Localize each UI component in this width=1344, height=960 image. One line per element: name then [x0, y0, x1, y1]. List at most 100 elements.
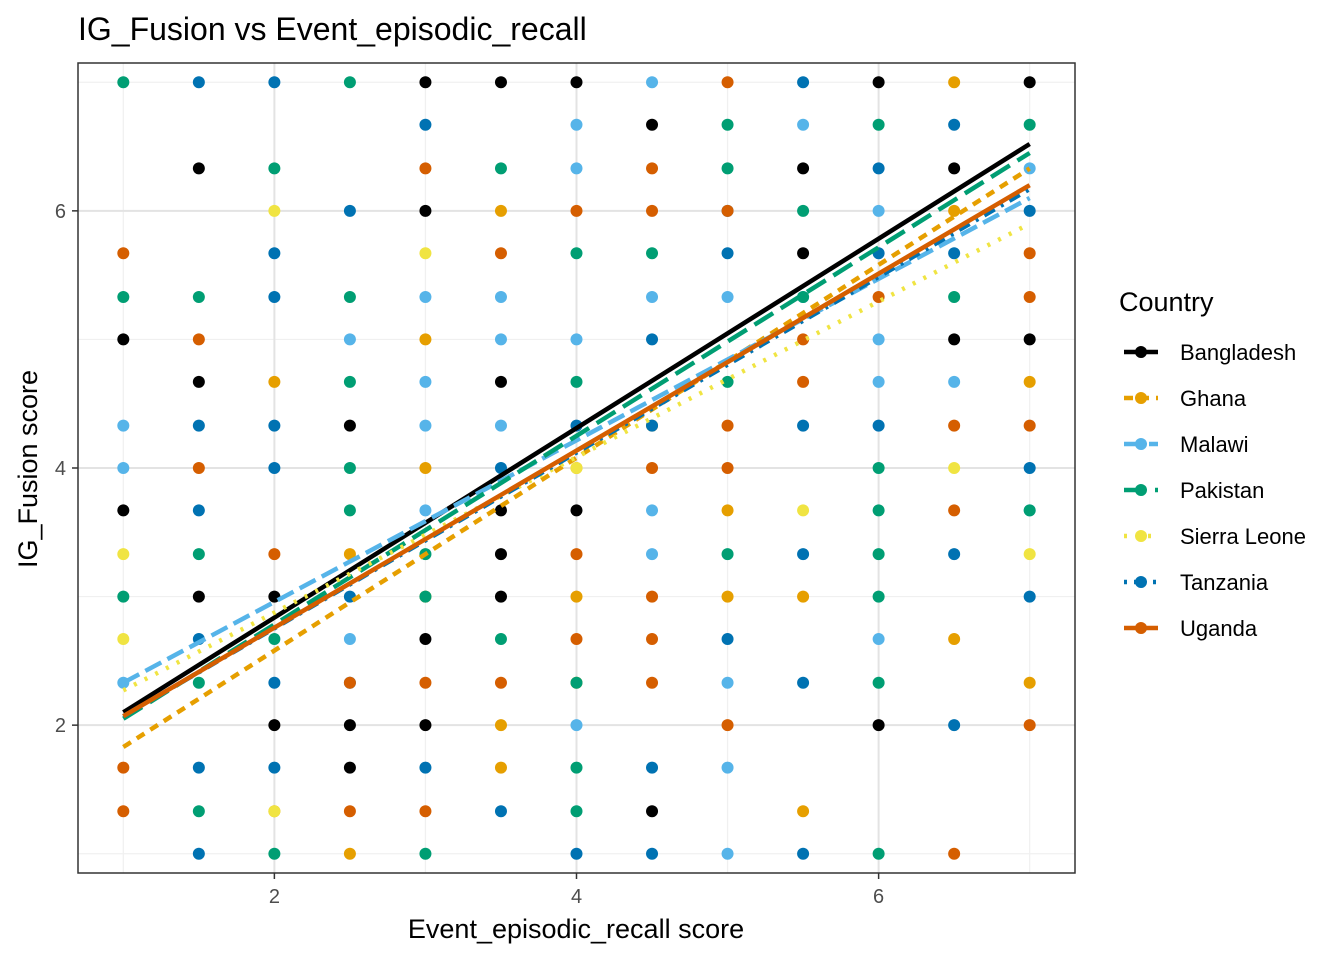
data-point-malawi	[721, 761, 734, 774]
data-point-malawi	[494, 333, 507, 346]
data-point-ghana	[494, 204, 507, 217]
data-point-pakistan	[343, 76, 356, 89]
data-point-pakistan	[192, 291, 205, 303]
data-point-pakistan	[797, 291, 810, 303]
data-point-tanzania	[268, 247, 281, 260]
data-point-pakistan	[1023, 504, 1036, 517]
data-point-tanzania	[948, 719, 961, 732]
data-point-tanzania	[419, 118, 432, 131]
data-point-pakistan	[192, 548, 205, 561]
data-point-pakistan	[721, 375, 734, 388]
data-point-tanzania	[721, 247, 734, 260]
legend-label-ghana: Ghana	[1180, 386, 1247, 411]
data-point-tanzania	[570, 847, 583, 860]
data-point-pakistan	[570, 676, 583, 689]
data-point-tanzania	[646, 333, 659, 346]
data-point-bangladesh	[192, 162, 205, 175]
data-point-uganda	[419, 162, 432, 175]
data-point-uganda	[948, 504, 961, 517]
data-point-uganda	[1023, 247, 1036, 260]
data-point-malawi	[872, 633, 885, 645]
data-point-pakistan	[872, 590, 885, 603]
data-point-tanzania	[1023, 204, 1036, 217]
data-point-sierra-leone	[797, 504, 810, 517]
data-point-ghana	[948, 633, 961, 645]
data-point-pakistan	[721, 162, 734, 175]
fit-line-uganda	[122, 183, 1031, 719]
data-point-uganda	[1023, 419, 1036, 432]
data-point-malawi	[419, 504, 432, 517]
data-point-pakistan	[797, 204, 810, 217]
data-point-ghana	[494, 719, 507, 732]
data-point-uganda	[646, 590, 659, 603]
data-point-pakistan	[570, 761, 583, 774]
y-tick-label: 6	[55, 201, 66, 223]
data-point-tanzania	[797, 847, 810, 860]
data-point-malawi	[872, 204, 885, 217]
data-point-tanzania	[646, 419, 659, 432]
data-point-pakistan	[570, 375, 583, 388]
data-point-tanzania	[948, 548, 961, 561]
data-point-pakistan	[494, 633, 507, 645]
data-point-tanzania	[192, 76, 205, 89]
data-point-tanzania	[797, 419, 810, 432]
data-point-tanzania	[1023, 462, 1036, 474]
data-point-tanzania	[797, 76, 810, 89]
data-point-uganda	[343, 805, 356, 818]
data-point-pakistan	[948, 291, 961, 303]
data-point-malawi	[419, 291, 432, 303]
data-point-malawi	[872, 333, 885, 346]
data-point-pakistan	[192, 676, 205, 689]
data-point-uganda	[343, 676, 356, 689]
data-point-pakistan	[343, 375, 356, 388]
data-point-malawi	[721, 291, 734, 303]
data-point-tanzania	[268, 76, 281, 89]
data-point-malawi	[797, 118, 810, 131]
data-point-uganda	[797, 375, 810, 388]
data-point-pakistan	[872, 847, 885, 860]
legend-label-bangladesh: Bangladesh	[1180, 340, 1296, 365]
data-point-tanzania	[797, 676, 810, 689]
y-tick-label: 2	[55, 715, 66, 737]
data-point-malawi	[570, 118, 583, 131]
data-point-bangladesh	[570, 504, 583, 517]
data-point-bangladesh	[419, 76, 432, 89]
data-point-pakistan	[117, 76, 130, 89]
data-point-uganda	[117, 805, 130, 818]
data-point-tanzania	[948, 247, 961, 260]
legend-label-malawi: Malawi	[1180, 432, 1248, 457]
data-point-uganda	[646, 462, 659, 474]
data-point-ghana	[797, 805, 810, 818]
data-point-uganda	[570, 633, 583, 645]
data-point-uganda	[646, 162, 659, 175]
data-point-tanzania	[646, 761, 659, 774]
legend-point-ghana	[1135, 392, 1147, 404]
data-point-bangladesh	[343, 719, 356, 732]
legend-label-uganda: Uganda	[1180, 616, 1258, 641]
data-point-tanzania	[419, 761, 432, 774]
data-point-tanzania	[872, 162, 885, 175]
data-point-uganda	[494, 247, 507, 260]
data-point-tanzania	[268, 676, 281, 689]
data-point-tanzania	[721, 633, 734, 645]
data-point-pakistan	[570, 247, 583, 260]
x-axis-title: Event_episodic_recall score	[408, 914, 744, 944]
y-tick-label: 4	[55, 458, 66, 480]
data-point-pakistan	[117, 590, 130, 603]
data-point-sierra-leone	[948, 462, 961, 474]
data-point-ghana	[797, 590, 810, 603]
data-point-ghana	[419, 462, 432, 474]
data-point-pakistan	[570, 805, 583, 818]
data-point-ghana	[948, 76, 961, 89]
fit-line-ghana	[122, 166, 1031, 749]
data-point-uganda	[721, 719, 734, 732]
data-point-bangladesh	[192, 590, 205, 603]
data-point-malawi	[117, 419, 130, 432]
data-point-sierra-leone	[268, 805, 281, 818]
data-point-malawi	[343, 333, 356, 346]
data-point-bangladesh	[494, 375, 507, 388]
data-point-tanzania	[646, 847, 659, 860]
legend-label-tanzania: Tanzania	[1180, 570, 1269, 595]
